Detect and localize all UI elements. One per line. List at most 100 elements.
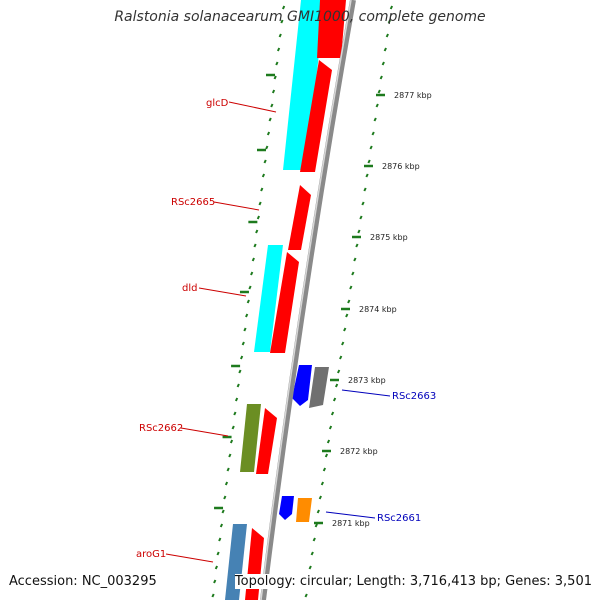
tick-dot	[363, 187, 367, 192]
tick-dot	[345, 313, 349, 318]
feature-blue-RSc2663[interactable]	[292, 365, 312, 406]
tick-dot	[322, 467, 327, 472]
tick-dot	[334, 383, 339, 388]
kbp-tick-label: 2873 kbp	[348, 376, 386, 385]
tick-dot	[349, 285, 353, 290]
tick-dot	[243, 327, 247, 332]
feature-cds-RSc2662[interactable]	[256, 408, 277, 474]
tick-dot	[275, 61, 279, 66]
tick-dot	[328, 425, 333, 430]
feature-cds-glcD[interactable]	[300, 60, 332, 172]
tick-dot	[332, 397, 337, 402]
tick-dot	[389, 5, 394, 10]
genome-backbone-highlight	[260, 0, 352, 600]
tick-dot	[369, 145, 373, 150]
position-ticks: 2877 kbp 2876 kbp 2875 kbp 2874 kbp 2873 kbp…	[211, 5, 432, 598]
gene-leader-line	[165, 553, 214, 563]
tick-dot	[347, 299, 351, 304]
tick-dot	[226, 467, 230, 472]
tick-dot	[234, 397, 239, 402]
gene-label[interactable]: dld	[182, 283, 197, 294]
tick-dot	[339, 355, 343, 360]
feature-cds-aroG1[interactable]	[245, 528, 264, 600]
tick-dot	[211, 593, 215, 598]
kbp-tick-label: 2875 kbp	[370, 233, 408, 242]
tick-dot	[246, 299, 250, 304]
gene-label[interactable]: RSc2662	[139, 423, 183, 434]
gene-leader-line	[198, 287, 247, 297]
tick-dot	[241, 341, 245, 346]
genome-backbone	[260, 0, 356, 600]
tick-dot	[271, 89, 276, 94]
tick-dot	[341, 341, 345, 346]
tick-dot	[273, 75, 277, 80]
tick-dot	[229, 439, 234, 444]
feature-rna-glcD[interactable]	[283, 0, 325, 170]
gene-label[interactable]: glcD	[206, 98, 229, 109]
tick-dot	[256, 215, 260, 220]
tick-dot	[381, 61, 385, 66]
tick-dot	[228, 453, 232, 458]
gene-leader-line	[325, 511, 376, 519]
tick-dot	[236, 383, 240, 388]
gene-label[interactable]: aroG1	[136, 549, 166, 560]
kbp-tick-label: 2874 kbp	[359, 305, 397, 314]
tick-dot	[280, 19, 284, 24]
tick-dot	[240, 355, 244, 360]
feature-cds-top[interactable]	[317, 0, 346, 58]
tick-dot	[375, 103, 379, 108]
tick-dot	[365, 173, 369, 178]
tick-dot	[248, 285, 252, 290]
tick-dot	[213, 579, 217, 584]
feature-grey-RSc2663[interactable]	[309, 367, 329, 408]
gene-label[interactable]: RSc2665	[171, 197, 215, 208]
tick-dot	[258, 201, 262, 206]
tick-dot	[379, 75, 383, 80]
feature-cds-RSc2665[interactable]	[288, 185, 311, 250]
tick-dot	[304, 593, 308, 598]
tick-dot	[245, 313, 249, 318]
tick-dot	[308, 565, 312, 570]
tick-dot	[276, 47, 281, 52]
tick-dot	[265, 145, 269, 150]
feature-olive-RSc2662[interactable]	[240, 404, 261, 472]
tick-dot	[231, 425, 235, 430]
topology-text: Topology: circular; Length: 3,716,413 bp…	[234, 574, 592, 589]
tick-dot	[266, 131, 271, 136]
tick-dot	[270, 103, 274, 108]
feature-rna-dld[interactable]	[254, 245, 283, 352]
tick-dot	[263, 159, 267, 164]
tick-dot	[361, 201, 365, 206]
gene-label[interactable]: RSc2663	[392, 391, 436, 402]
label-leaders	[165, 101, 391, 563]
tick-dot	[324, 453, 329, 458]
feature-steel-aroG1[interactable]	[225, 524, 247, 600]
tick-dot	[216, 551, 220, 556]
gene-label[interactable]: RSc2661	[377, 513, 421, 524]
accession-text: Accession: NC_003295	[9, 574, 157, 589]
gene-leader-line	[213, 201, 260, 211]
tick-dot	[316, 509, 320, 514]
tick-dot	[353, 257, 357, 262]
feature-blue-RSc2661[interactable]	[279, 496, 294, 520]
feature-cds-dld[interactable]	[270, 252, 299, 353]
tick-dot	[223, 495, 227, 500]
tick-dot	[357, 229, 361, 234]
tick-dot	[218, 537, 222, 542]
tick-dot	[330, 411, 335, 416]
tick-dot	[377, 89, 381, 94]
tick-dot	[250, 271, 254, 276]
feature-orange-RSc2661[interactable]	[296, 498, 312, 522]
tick-dot	[373, 117, 377, 122]
tick-dot	[367, 159, 371, 164]
tick-dot	[320, 481, 325, 486]
tick-dot	[224, 481, 229, 486]
kbp-tick-label: 2876 kbp	[382, 162, 420, 171]
tick-dot	[255, 229, 259, 234]
tick-dot	[268, 117, 272, 122]
tick-dot	[343, 327, 347, 332]
tick-dot	[261, 173, 266, 178]
tick-dot	[253, 243, 257, 248]
tick-dot	[351, 271, 355, 276]
